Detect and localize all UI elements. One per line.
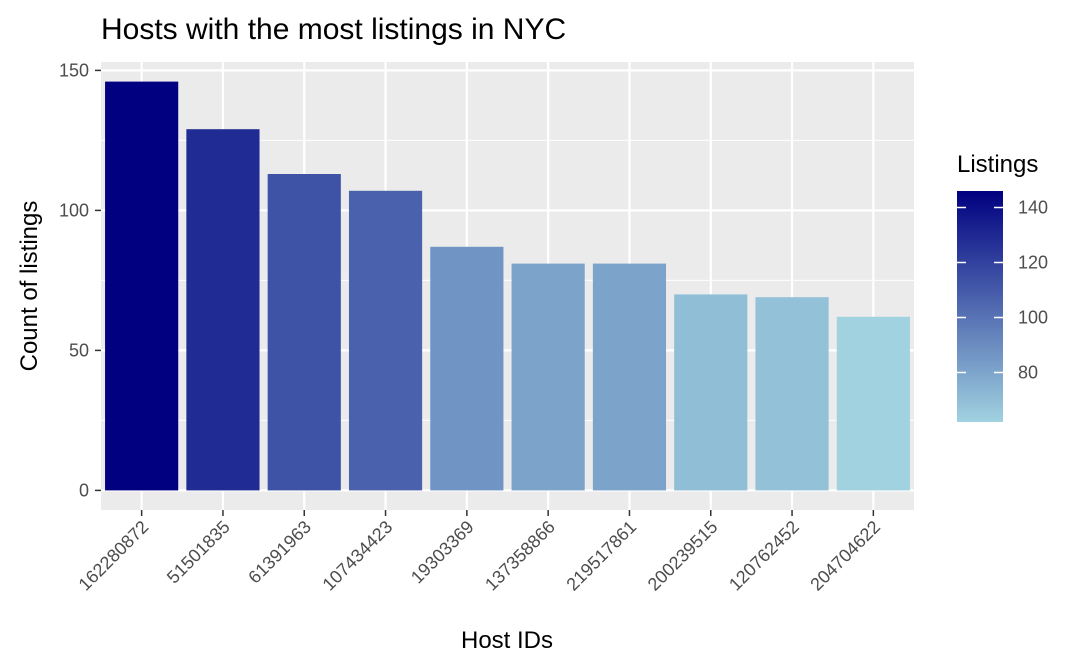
x-tick-label: 162280872 (75, 517, 153, 595)
legend-tick-label: 140 (1018, 198, 1048, 218)
bar-61391963 (267, 174, 341, 491)
bar-107434423 (348, 190, 423, 491)
x-axis: 162280872 51501835 61391963 107434423 193033… (75, 510, 884, 595)
x-tick-label: 120762452 (725, 517, 803, 595)
chart-title: Hosts with the most listings in NYC (101, 13, 566, 46)
bar-19303369 (430, 246, 504, 491)
x-tick-label: 51501835 (163, 517, 234, 588)
x-tick-label: 19303369 (407, 517, 478, 588)
y-tick-label: 150 (59, 60, 89, 80)
legend-title: Listings (957, 151, 1038, 178)
y-axis-title: Count of listings (16, 201, 43, 372)
bar-51501835 (186, 129, 260, 491)
x-tick-label: 61391963 (244, 517, 315, 588)
x-axis-title: Host IDs (461, 627, 553, 654)
x-tick-label: 204704622 (806, 517, 884, 595)
bar-219517861 (592, 263, 667, 491)
bar-200239515 (674, 294, 748, 491)
bars (105, 81, 910, 491)
legend: Listings 80 100 120 140 (957, 151, 1048, 422)
y-tick-label: 0 (79, 480, 89, 500)
x-tick-label: 200239515 (644, 517, 722, 595)
x-tick-label: 137358866 (481, 517, 559, 595)
bar-204704622 (836, 316, 910, 491)
y-axis: 0 50 100 150 (59, 60, 101, 500)
legend-tick-label: 100 (1018, 308, 1048, 328)
legend-tick-label: 80 (1018, 363, 1038, 383)
legend-colorbar (957, 191, 1003, 422)
legend-tick-label: 120 (1018, 253, 1048, 273)
y-tick-label: 50 (69, 340, 89, 360)
x-tick-label: 219517861 (562, 517, 640, 595)
y-tick-label: 100 (59, 200, 89, 220)
bar-137358866 (511, 263, 585, 491)
bar-120762452 (755, 297, 829, 491)
x-tick-label: 107434423 (319, 517, 397, 595)
bar-162280872 (105, 81, 179, 491)
